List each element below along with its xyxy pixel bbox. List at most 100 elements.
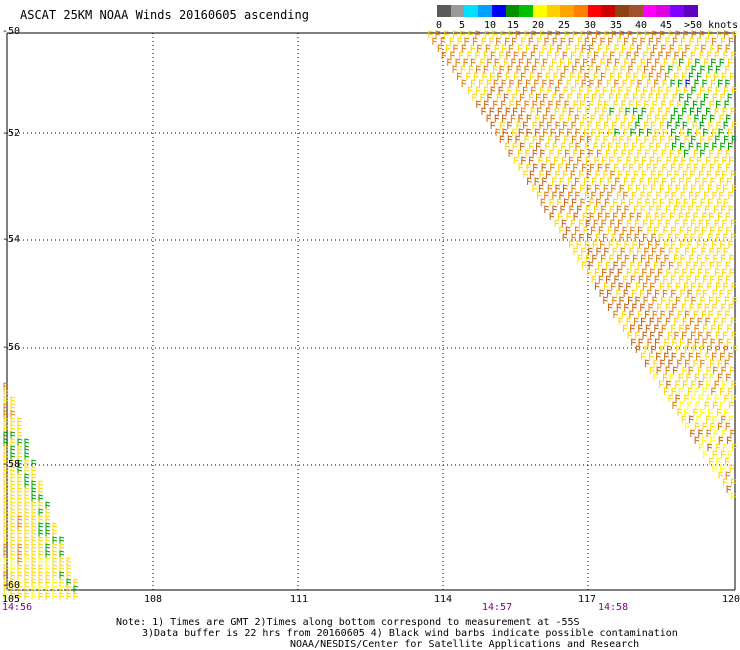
wind-barb: [547, 51, 552, 59]
wind-barb: [3, 403, 9, 411]
wind-barb: [17, 494, 23, 502]
wind-barb: [644, 65, 649, 73]
wind-barb: [618, 170, 623, 178]
wind-barb: [24, 529, 30, 537]
wind-barb: [659, 30, 665, 38]
wind-barb: [647, 289, 652, 297]
wind-barb: [17, 543, 23, 551]
wind-barb: [664, 338, 670, 346]
wind-barb: [657, 107, 663, 115]
wind-barb: [715, 331, 721, 339]
wind-barb: [649, 317, 655, 325]
wind-barb: [646, 275, 651, 283]
wind-barb: [646, 44, 652, 52]
legend-swatch: [628, 5, 643, 17]
wind-barb: [659, 198, 665, 206]
wind-barb: [666, 380, 671, 388]
wind-barb: [622, 226, 628, 234]
wind-barb: [657, 303, 662, 311]
wind-barb: [3, 515, 9, 523]
wind-barb: [512, 142, 518, 150]
wind-barb: [547, 121, 552, 129]
wind-barb: [480, 58, 485, 66]
wind-barb: [616, 289, 622, 297]
wind-barb: [713, 317, 719, 325]
wind-barb: [624, 93, 629, 101]
wind-barb: [66, 571, 72, 579]
wind-barb: [460, 30, 465, 38]
wind-barb: [609, 268, 615, 276]
wind-barb: [704, 58, 709, 66]
wind-barb: [591, 191, 596, 199]
lon-label-108: 108: [144, 594, 163, 605]
wind-barb: [38, 487, 44, 495]
wind-barb: [691, 219, 696, 227]
wind-barb: [679, 58, 684, 66]
legend-swatch: [615, 5, 630, 17]
wind-barb: [10, 529, 16, 537]
wind-barb: [591, 177, 597, 185]
wind-barb: [591, 275, 597, 283]
wind-barb: [627, 219, 632, 227]
wind-barb: [682, 366, 687, 374]
wind-barb: [10, 550, 16, 558]
wind-barb: [31, 522, 37, 530]
wind-barb: [546, 170, 551, 178]
wind-barb: [642, 72, 647, 80]
wind-barb: [484, 100, 489, 108]
wind-barb: [52, 564, 58, 572]
wind-barb: [631, 177, 637, 185]
wind-barb: [59, 557, 65, 565]
wind-barb: [623, 191, 628, 199]
wind-barb: [620, 121, 626, 129]
wind-barb: [621, 44, 627, 52]
wind-barb: [10, 403, 16, 411]
wind-barb: [695, 177, 700, 185]
wind-barb: [17, 445, 23, 453]
wind-barb: [677, 79, 683, 87]
wind-barb: [584, 72, 590, 80]
wind-barb: [585, 191, 590, 199]
wind-barb: [550, 44, 555, 52]
wind-barb: [553, 156, 559, 164]
wind-barb: [505, 107, 511, 115]
wind-barb: [617, 156, 623, 164]
wind-barb: [662, 79, 668, 87]
wind-barb: [633, 72, 639, 80]
wind-barb: [635, 331, 640, 339]
wind-barb: [662, 163, 667, 171]
wind-barb: [703, 93, 709, 101]
wind-barb: [685, 324, 691, 332]
wind-barb: [672, 93, 678, 101]
wind-barb: [17, 438, 23, 446]
wind-barb: [631, 58, 636, 66]
wind-barb: [630, 79, 636, 87]
wind-barb: [523, 121, 528, 129]
wind-barb: [721, 366, 727, 374]
wind-barb: [475, 51, 480, 59]
wind-barb: [689, 254, 694, 262]
wind-barb: [645, 198, 651, 206]
wind-barb: [709, 149, 714, 157]
wind-barb: [682, 107, 687, 115]
wind-barb: [642, 233, 648, 241]
wind-barb: [682, 170, 688, 178]
wind-barb: [685, 359, 690, 367]
wind-barb: [721, 72, 727, 80]
wind-barb: [601, 205, 606, 213]
wind-barb: [670, 275, 676, 283]
wind-barb: [686, 373, 692, 381]
legend-swatch: [669, 5, 685, 17]
wind-barb: [516, 100, 521, 108]
wind-barb: [703, 450, 708, 458]
wind-barb: [649, 366, 655, 374]
wind-barb: [637, 149, 642, 157]
wind-barb: [588, 100, 594, 108]
wind-barb: [672, 37, 678, 45]
wind-barb: [560, 205, 566, 213]
wind-barb: [611, 184, 616, 192]
wind-barb: [536, 142, 541, 150]
wind-barb: [615, 142, 621, 150]
wind-barb: [669, 212, 675, 220]
wind-barb: [556, 100, 561, 108]
